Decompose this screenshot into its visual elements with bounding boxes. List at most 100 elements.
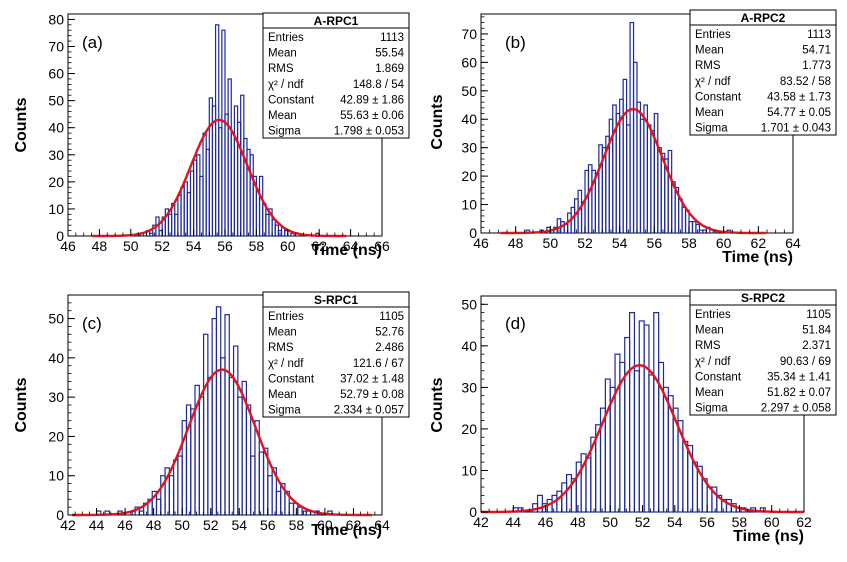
stats-row-value: 2.486 [375,342,404,354]
x-axis-title: Time (ns) [311,242,382,259]
histogram-bin [237,396,243,516]
x-tick-label: 62 [796,514,812,530]
x-tick-label: 42 [60,517,76,533]
y-tick-label: 10 [461,197,477,213]
y-tick-label: 0 [56,228,64,244]
y-tick-label: 50 [461,83,477,99]
y-tick-label: 70 [461,26,477,42]
x-tick-label: 58 [289,517,305,533]
histogram-bin [297,506,303,516]
x-tick-label: 42 [473,514,489,530]
x-tick-label: 52 [154,238,170,254]
histogram-bin [245,404,252,516]
panel-label: (b) [505,33,526,52]
stats-row-label: Mean [695,325,724,337]
histogram-bin [202,333,209,516]
x-tick-label: 60 [317,517,333,533]
y-tick-label: 20 [461,168,477,184]
y-tick-label: 40 [461,111,477,127]
stats-row-value: 35.34 ± 1.41 [767,371,831,383]
histogram-bin [168,475,175,516]
stats-row-label: χ² / ndf [268,358,304,370]
stats-row-value: 1.701 ± 0.043 [761,123,831,135]
x-tick-label: 52 [635,514,651,530]
histogram-bin [301,510,307,516]
stats-row-label: Mean [695,107,724,119]
histogram-bin [155,498,162,516]
y-tick-label: 60 [461,54,477,70]
x-tick-label: 54 [186,238,202,254]
x-tick-label: 52 [203,517,219,533]
histogram-bin [648,374,655,513]
stats-row-label: Entries [695,29,731,41]
stats-row-value: 52.79 ± 0.08 [340,389,404,401]
stats-row-label: Constant [695,371,742,383]
x-tick-label: 52 [577,235,593,251]
histogram-bin [258,451,265,516]
histogram-bin [638,320,645,513]
x-tick-label: 50 [123,238,139,254]
y-tick-label: 30 [461,379,477,395]
histogram-bin [556,490,563,513]
x-axis-title: Time (ns) [722,249,793,266]
histogram-bin [232,345,239,516]
stats-box-title: S-RPC2 [741,291,785,305]
histogram-bin [662,386,669,513]
stats-box: S-RPC1 Entries 1105 Mean 52.76 RMS 2.486 χ² / n… [262,291,410,418]
x-tick-label: 64 [343,238,359,254]
stats-row-value: 121.6 / 67 [353,358,404,370]
stats-row-label: RMS [695,60,721,72]
x-tick-label: 50 [602,514,618,530]
histogram-bin [614,353,621,513]
stats-row-label: RMS [268,63,294,75]
stats-row-value: 2.297 ± 0.058 [761,403,831,415]
histogram-bin [288,502,295,516]
y-tick-label: 50 [48,311,64,327]
stats-row-value: 55.63 ± 0.06 [340,110,404,122]
stats-row-value: 1105 [806,309,831,321]
stats-row-value: 51.84 [802,325,831,337]
histogram-bin [691,461,699,513]
x-tick-label: 60 [716,235,732,251]
histogram-bin [198,396,205,516]
chart-panel-2: 46 48 50 52 54 56 58 60 62 64 0 10 20 30 40 50 60 70 Time … [429,9,837,266]
histogram-bin [220,357,226,516]
stats-row-value: 2.334 ± 0.057 [334,405,404,417]
histogram-bin [290,232,295,237]
y-tick-label: 0 [469,504,477,520]
y-axis-title: Counts [429,377,446,432]
stats-box: A-RPC1 Entries 1113 Mean 55.54 RMS 1.869 χ² / n… [262,12,410,139]
stats-row-label: Mean [268,110,297,122]
stats-row-value: 54.77 ± 0.05 [767,107,831,119]
panel-label: (c) [82,314,102,333]
x-tick-label: 62 [311,238,327,254]
stats-row-label: RMS [268,342,294,354]
panel-label: (a) [82,33,103,52]
gaussian-fit-line [72,368,372,517]
histogram-bin [561,482,568,513]
histogram-bin [633,370,640,513]
x-tick-label: 50 [174,517,190,533]
stats-box: A-RPC2 Entries 1113 Mean 54.71 RMS 1.773 χ² / n… [689,9,837,136]
histogram-bin [207,376,213,516]
x-tick-label: 64 [785,235,801,251]
x-tick-label: 44 [506,514,522,530]
stats-box-title: S-RPC1 [314,293,358,307]
stats-row-label: RMS [695,340,721,352]
stats-row-label: Sigma [695,123,728,135]
stats-box: S-RPC2 Entries 1105 Mean 51.84 RMS 2.371 χ² / n… [689,289,837,416]
stats-row-label: Constant [695,91,742,103]
y-axis-title: Counts [429,94,446,149]
stats-row-label: Mean [695,387,724,399]
y-tick-label: 20 [461,421,477,437]
y-axis-title: Counts [13,97,30,152]
stats-row-value: 90.63 / 69 [780,356,831,368]
stats-row-value: 55.54 [375,48,404,60]
stats-row-label: Entries [268,311,304,323]
stats-box-title: A-RPC1 [314,14,359,28]
stats-row-label: Mean [268,327,297,339]
y-tick-label: 80 [48,11,64,27]
x-tick-label: 48 [508,235,524,251]
histogram-bin [215,306,222,516]
stats-row-value: 1105 [379,311,404,323]
